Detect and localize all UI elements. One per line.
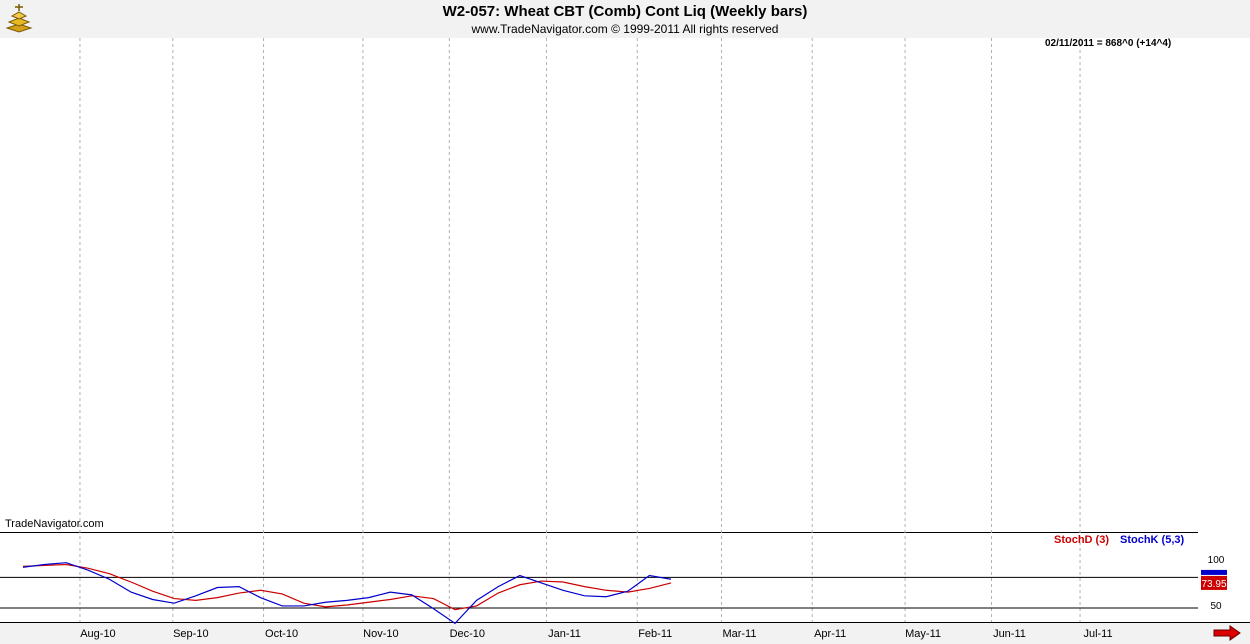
date-readout: 02/11/2011 = 868^0 (+14^4)	[1045, 38, 1172, 49]
x-tick-label: Dec-10	[450, 628, 485, 640]
stoch-y-tick-label: 100	[1208, 555, 1225, 566]
copyright-subtitle: www.TradeNavigator.com © 1999-2011 All r…	[471, 22, 779, 36]
scroll-right-arrow-icon[interactable]	[1212, 624, 1242, 642]
x-tick-label: Sep-10	[173, 628, 208, 640]
stoch-y-tick-label: 50	[1210, 601, 1222, 612]
stoch-d-legend: StochD (3)	[1054, 534, 1109, 546]
watermark: TradeNavigator.com	[5, 518, 104, 530]
price-axis[interactable]	[1198, 38, 1250, 623]
stoch-last-value-box	[1201, 575, 1227, 590]
x-tick-label: Aug-10	[80, 628, 115, 640]
stoch-series-line	[22, 562, 672, 625]
x-tick-label: May-11	[905, 628, 941, 640]
stoch-k-marker	[1201, 569, 1227, 575]
stoch-k-legend: StochK (5,3)	[1120, 534, 1185, 546]
x-tick-label: Oct-10	[265, 628, 298, 640]
x-tick-label: Feb-11	[638, 628, 672, 640]
x-tick-label: Jun-11	[993, 628, 1026, 640]
x-tick-label: Apr-11	[814, 628, 846, 640]
x-tick-label: Jan-11	[548, 628, 581, 640]
price-plot-area[interactable]	[0, 38, 1199, 532]
gold-bars-logo-icon	[5, 4, 33, 33]
chart-title: W2-057: Wheat CBT (Comb) Cont Liq (Weekl…	[442, 3, 808, 20]
title-bar	[0, 0, 1250, 38]
stoch-series-line	[22, 563, 672, 611]
x-tick-label: Mar-11	[722, 628, 756, 640]
x-tick-label: Jul-11	[1083, 628, 1112, 640]
x-tick-label: Nov-10	[363, 628, 398, 640]
stoch-last-value-label: 73.95	[1201, 579, 1226, 590]
time-axis[interactable]	[0, 622, 1250, 644]
